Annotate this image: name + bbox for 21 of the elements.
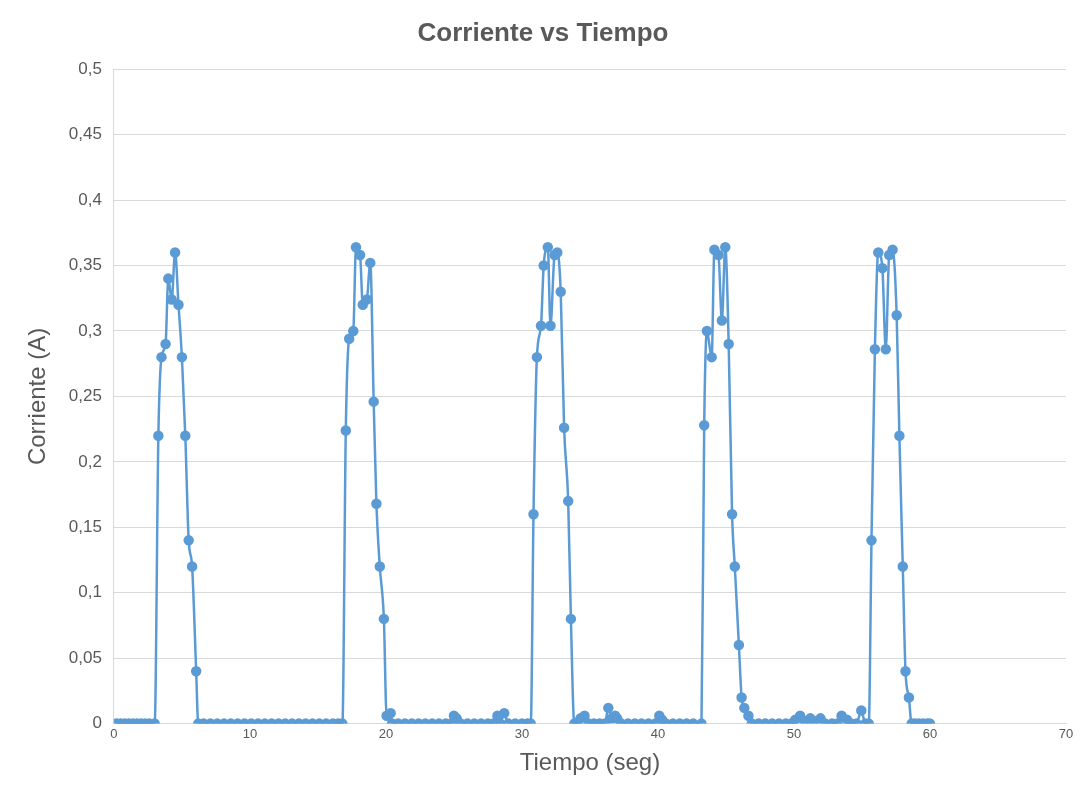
y-tick-label: 0,4 (78, 189, 102, 209)
y-tick-label: 0,45 (68, 124, 102, 144)
y-tick-label: 0,15 (68, 516, 102, 536)
x-tick-label: 70 (1058, 725, 1074, 741)
x-tick-label: 0 (110, 725, 118, 741)
x-axis-title: Tiempo (seg) (519, 748, 661, 776)
x-tick-label: 50 (786, 725, 802, 741)
y-tick-label: 0,5 (78, 58, 102, 78)
y-tick-label: 0,2 (78, 451, 102, 471)
y-tick-label: 0,3 (78, 320, 102, 340)
chart-title: Corriente vs Tiempo (417, 16, 669, 47)
y-tick-label: 0,35 (68, 255, 102, 275)
y-axis-title: Corriente (A) (23, 327, 51, 466)
y-tick-label: 0,05 (68, 647, 102, 667)
y-tick-label: 0,1 (78, 582, 102, 602)
x-tick-label: 40 (650, 725, 666, 741)
x-tick-label: 30 (514, 725, 530, 741)
y-tick-label: 0,25 (68, 386, 102, 406)
x-tick-label: 10 (242, 725, 258, 741)
x-tick-label: 20 (378, 725, 394, 741)
x-tick-label: 60 (922, 725, 938, 741)
